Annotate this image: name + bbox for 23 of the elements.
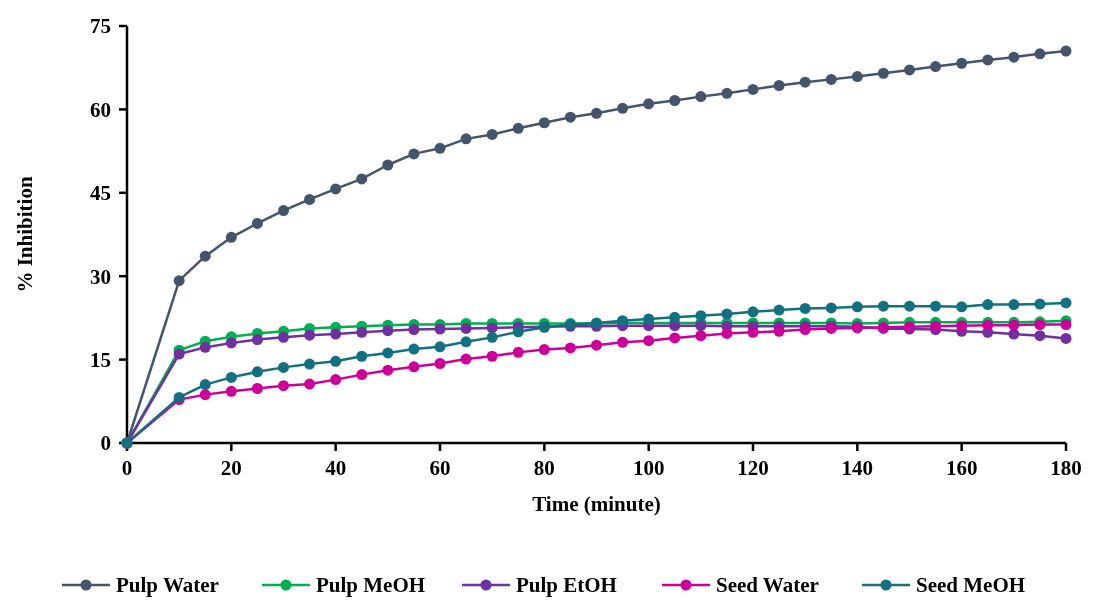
legend-label: Pulp EtOH [516, 573, 617, 598]
x-tick-label: 120 [737, 456, 769, 480]
y-tick-label: 60 [90, 97, 111, 122]
x-tick-label: 60 [429, 456, 451, 480]
legend-label: Seed Water [716, 573, 819, 598]
x-tick-label: 40 [325, 456, 347, 480]
x-tick-label: 180 [1050, 456, 1082, 480]
y-tick-label: 45 [90, 181, 111, 206]
x-tick-label: 100 [632, 456, 665, 480]
x-axis-title: Time (minute) [532, 492, 661, 516]
y-axis-title: % Inhibition [13, 176, 37, 293]
y-tick-label: 75 [90, 14, 111, 39]
legend-label: Pulp Water [116, 573, 219, 598]
y-tick-label: 0 [100, 431, 111, 456]
legend-label: Seed MeOH [916, 573, 1026, 598]
x-tick-label: 0 [121, 456, 133, 480]
x-tick-label: 140 [841, 456, 874, 480]
legend-label: Pulp MeOH [316, 573, 426, 598]
x-tick-label: 160 [945, 456, 978, 480]
x-tick-label: 20 [220, 456, 242, 480]
y-tick-label: 30 [90, 264, 111, 289]
x-tick-label: 80 [533, 456, 555, 480]
y-tick-label: 15 [90, 347, 111, 372]
